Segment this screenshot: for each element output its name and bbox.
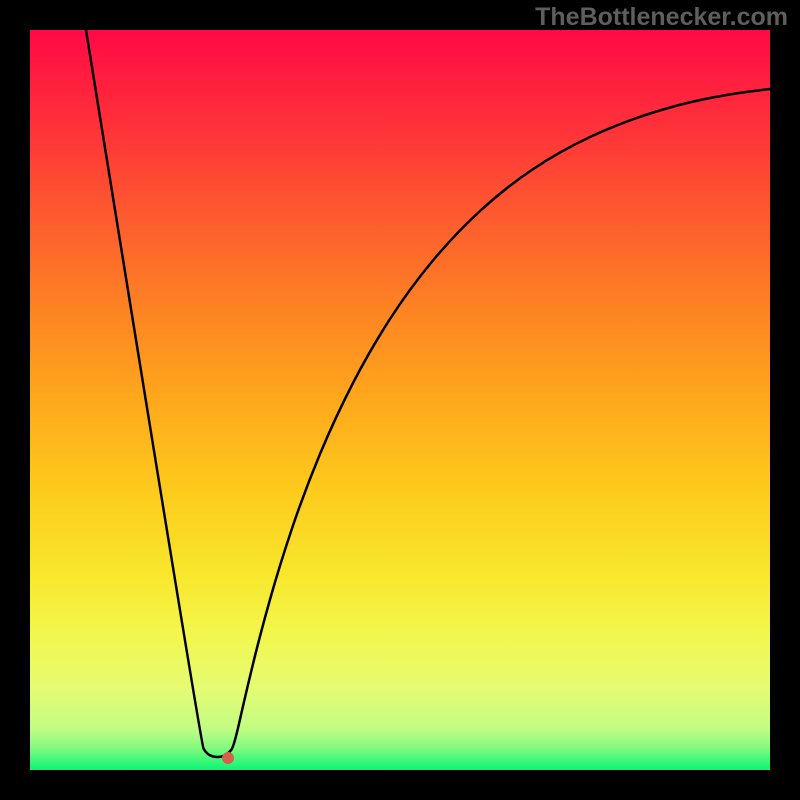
attribution-watermark: TheBottlenecker.com <box>535 3 788 32</box>
optimum-marker <box>222 752 234 764</box>
chart-frame: TheBottlenecker.com <box>0 0 800 800</box>
bottleneck-curve <box>30 30 770 770</box>
plot-area <box>30 30 770 770</box>
